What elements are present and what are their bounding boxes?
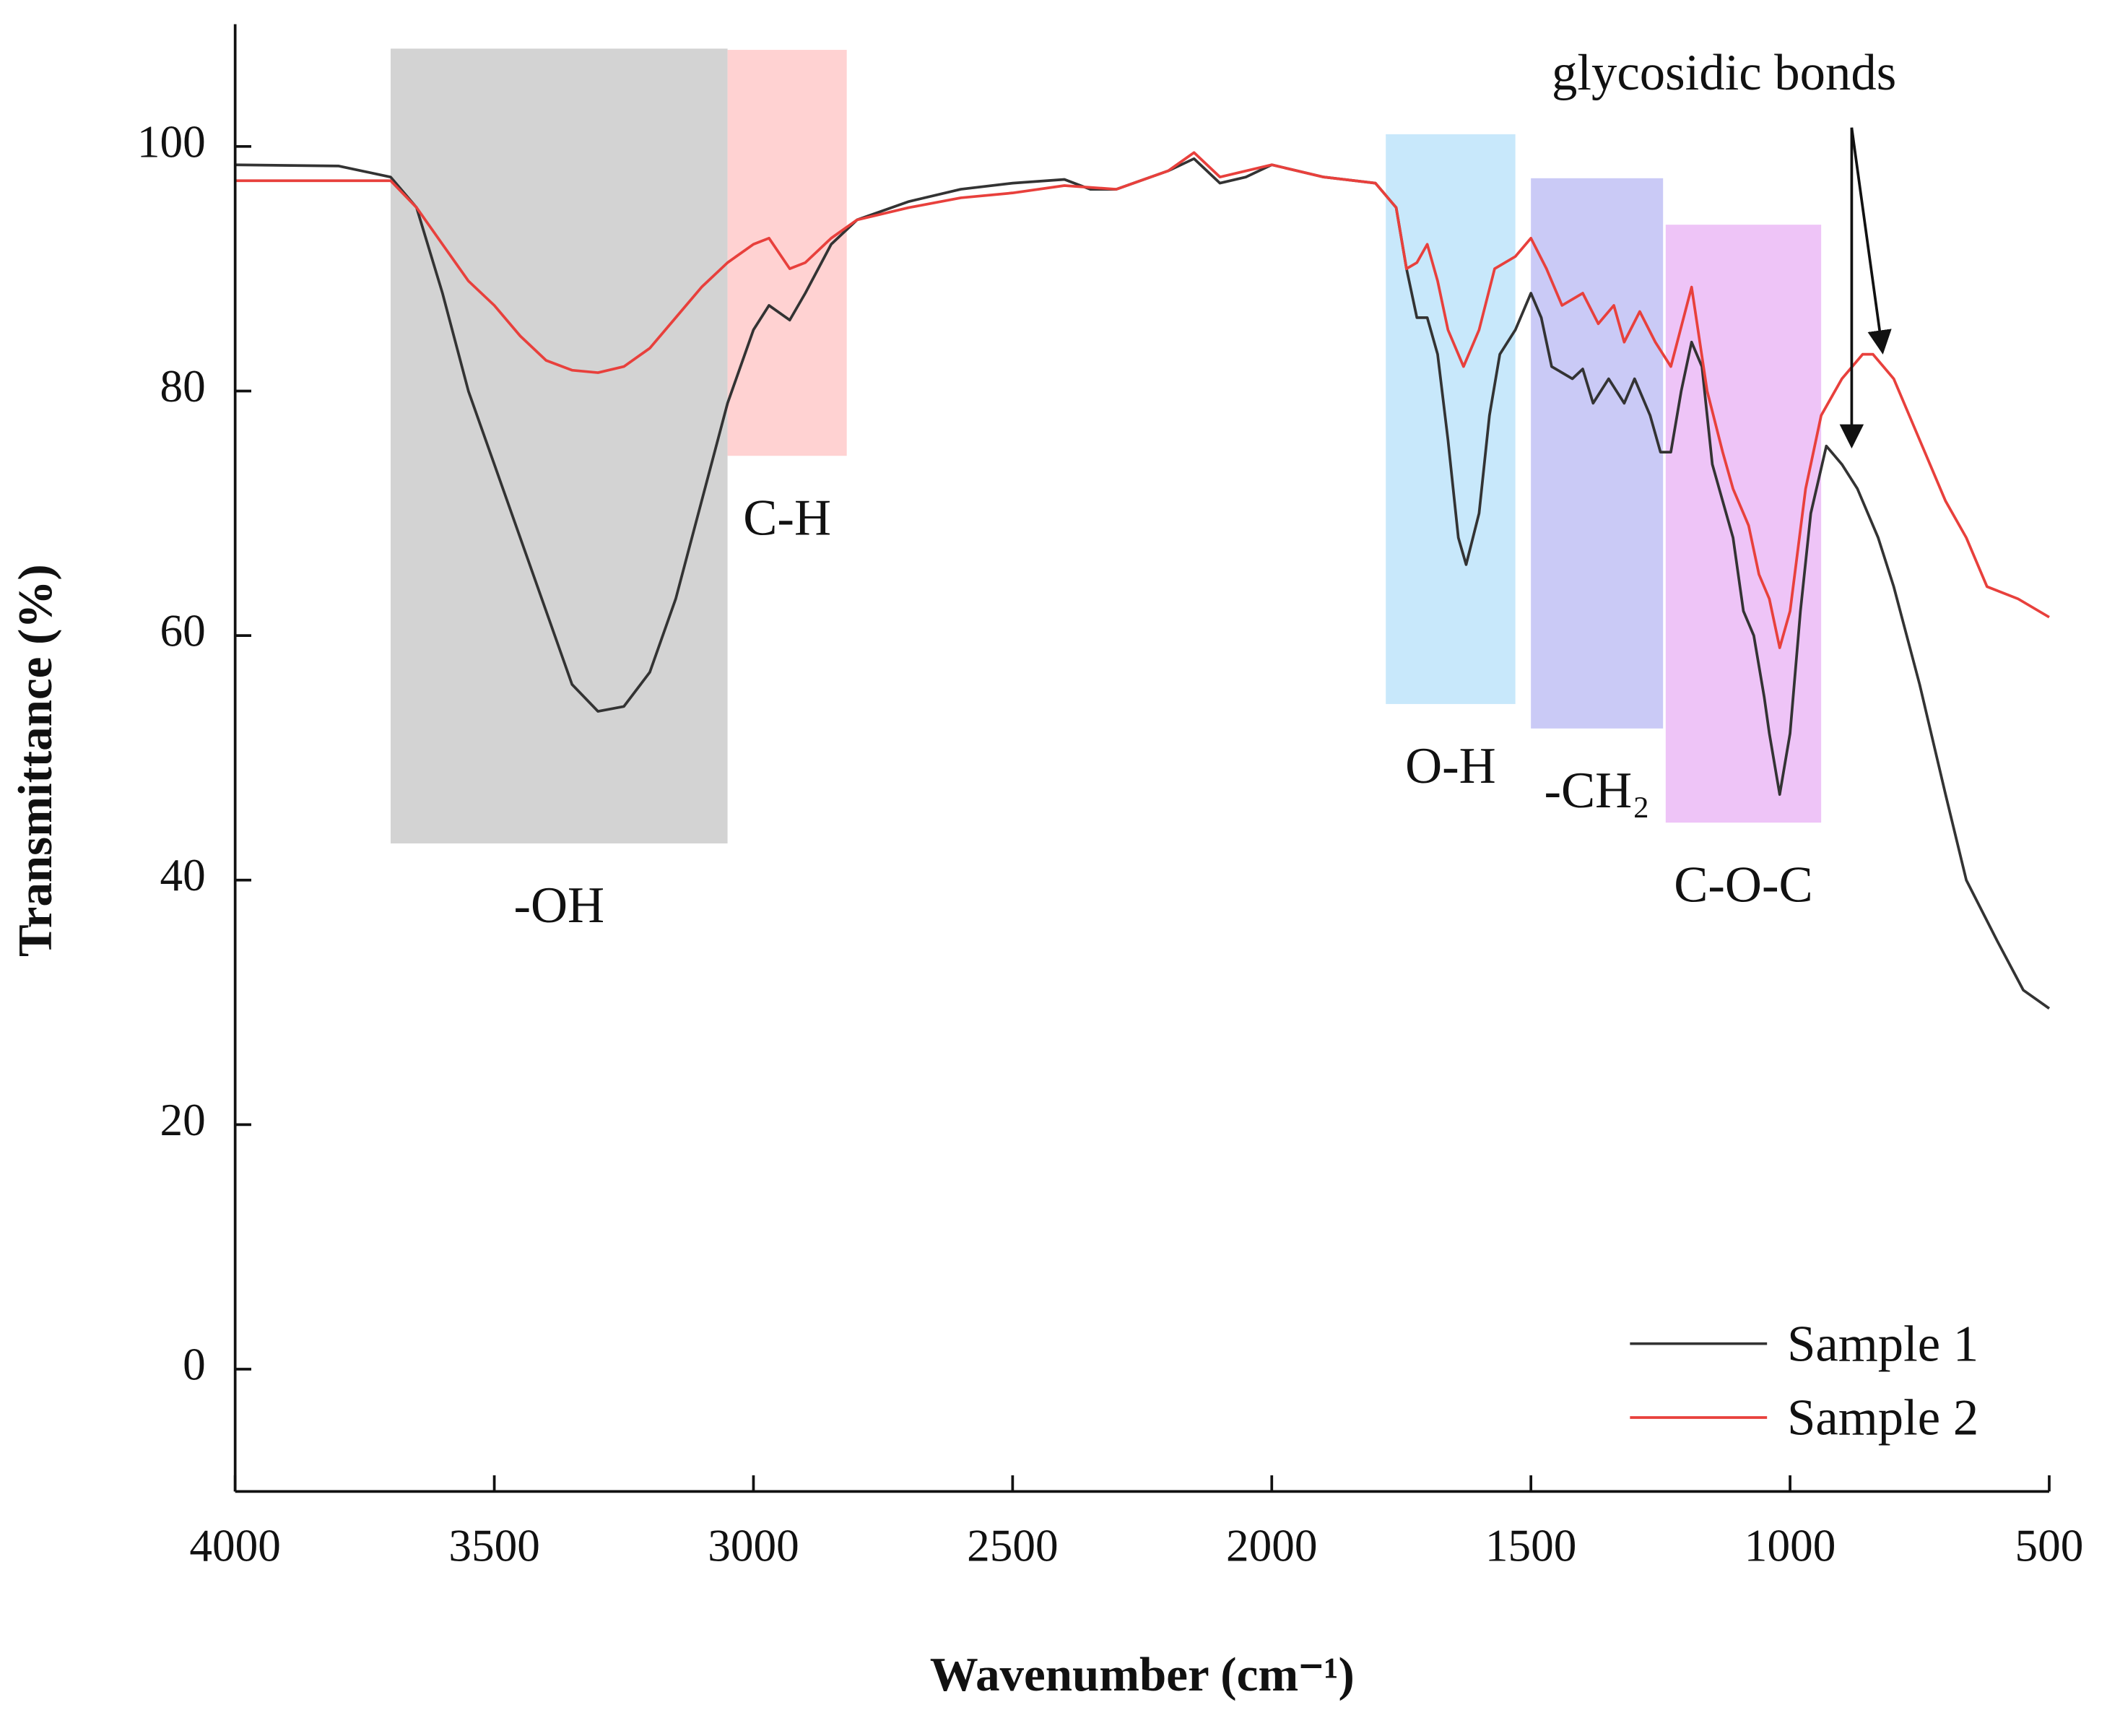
x-tick-label: 500 <box>2015 1521 2084 1571</box>
region-label: C-O-C <box>1674 856 1812 913</box>
y-tick-label: 100 <box>137 116 206 167</box>
region-label: O-H <box>1405 738 1496 794</box>
y-tick-label: 60 <box>160 606 205 656</box>
plot <box>235 151 2051 1010</box>
x-tick-label: 3000 <box>708 1521 799 1571</box>
y-axis-title: Transmittance (%) <box>9 564 62 957</box>
y-tick-label: 40 <box>160 850 205 900</box>
legend-label: Sample 1 <box>1787 1316 1978 1372</box>
region <box>1665 225 1822 823</box>
y-tick-label: 80 <box>160 361 205 412</box>
x-tick-label: 2000 <box>1226 1521 1318 1571</box>
region <box>1386 134 1516 704</box>
legend-label: Sample 2 <box>1787 1390 1978 1446</box>
arrow <box>1850 127 1892 355</box>
x-axis-title: Wavenumber (cm⁻¹) <box>930 1648 1355 1701</box>
line <box>235 151 2050 649</box>
x-tick-label: 2500 <box>967 1521 1059 1571</box>
x-tick-label: 1500 <box>1485 1521 1577 1571</box>
region-label: -CH₂ <box>1544 763 1649 819</box>
region <box>1531 178 1664 729</box>
region <box>391 48 728 843</box>
annotation: glycosidic bonds <box>1552 45 1896 101</box>
region-label: C-H <box>743 490 831 546</box>
regions <box>391 48 1822 843</box>
x-tick-label: 3500 <box>448 1521 540 1571</box>
y-tick-label: 20 <box>160 1095 205 1145</box>
region <box>727 50 847 456</box>
x-tick-label: 1000 <box>1745 1521 1836 1571</box>
line <box>235 157 2051 1010</box>
y-tick-label: 0 <box>183 1340 206 1390</box>
x-tick-label: 4000 <box>189 1521 281 1571</box>
region-label: -OH <box>513 877 604 934</box>
